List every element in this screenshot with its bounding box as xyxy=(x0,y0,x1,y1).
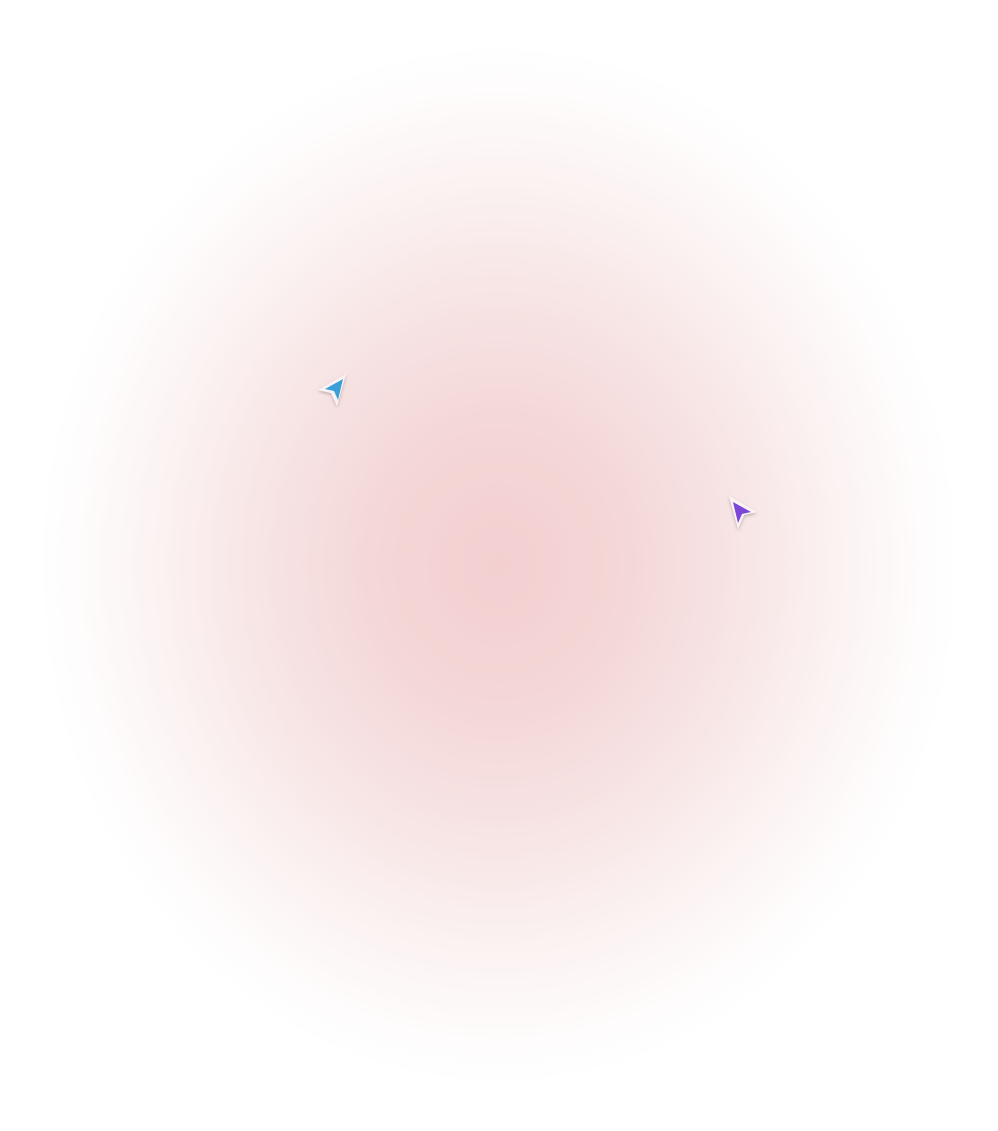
cursor-purple-icon xyxy=(729,496,757,529)
cursor-blue-icon xyxy=(318,374,346,406)
